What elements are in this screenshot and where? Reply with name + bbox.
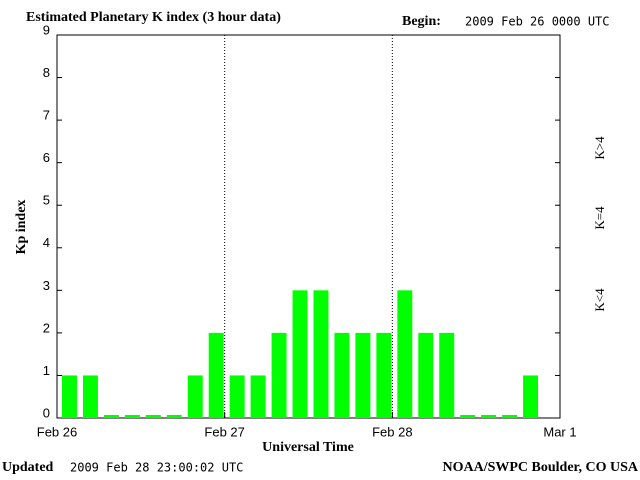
bar <box>82 375 98 418</box>
bar <box>229 375 245 418</box>
begin-label: Begin: <box>402 14 441 29</box>
legend-entry: K>4 <box>592 136 607 160</box>
bar <box>439 332 455 418</box>
bar <box>397 290 413 418</box>
footer-label: Updated <box>2 460 54 475</box>
footer-credit: NOAA/SWPC Boulder, CO USA <box>442 460 638 475</box>
y-tick-label: 2 <box>43 320 50 335</box>
x-axis-label: Universal Time <box>262 440 354 455</box>
bar <box>208 332 224 418</box>
x-tick-label: Feb 27 <box>204 424 244 439</box>
bar <box>418 332 434 418</box>
bar <box>376 332 392 418</box>
footer-updated: 2009 Feb 28 23:00:02 UTC <box>70 461 243 475</box>
bar <box>145 415 161 418</box>
begin-value: 2009 Feb 26 0000 UTC <box>465 15 610 29</box>
y-tick-label: 4 <box>43 235 50 250</box>
y-tick-label: 7 <box>43 108 50 123</box>
x-tick-label: Feb 28 <box>372 424 412 439</box>
legend-entry: K=4 <box>592 206 607 230</box>
y-tick-label: 3 <box>43 278 50 293</box>
bar <box>460 415 476 418</box>
chart-title: Estimated Planetary K index (3 hour data… <box>26 10 281 25</box>
bar <box>166 415 182 418</box>
y-tick-label: 8 <box>43 65 50 80</box>
plot-frame <box>56 34 561 419</box>
legend-entry: K<4 <box>592 288 607 312</box>
bar <box>187 375 203 418</box>
bar <box>103 415 119 418</box>
y-tick-label: 1 <box>43 363 50 378</box>
bar <box>334 332 350 418</box>
bar <box>292 290 308 418</box>
bar <box>523 375 539 418</box>
y-tick-label: 9 <box>43 22 50 37</box>
y-axis-label: Kp index <box>14 200 29 255</box>
x-tick-label: Mar 1 <box>543 424 576 439</box>
x-tick-label: Feb 26 <box>37 424 77 439</box>
y-tick-label: 0 <box>43 405 50 420</box>
y-tick-label: 5 <box>43 193 50 208</box>
bar <box>250 375 266 418</box>
bar <box>481 415 497 418</box>
bar <box>355 332 371 418</box>
y-tick-label: 6 <box>43 150 50 165</box>
bar <box>271 332 287 418</box>
bar <box>62 375 77 418</box>
bar <box>313 290 329 418</box>
bar <box>502 415 518 418</box>
bar <box>124 415 140 418</box>
